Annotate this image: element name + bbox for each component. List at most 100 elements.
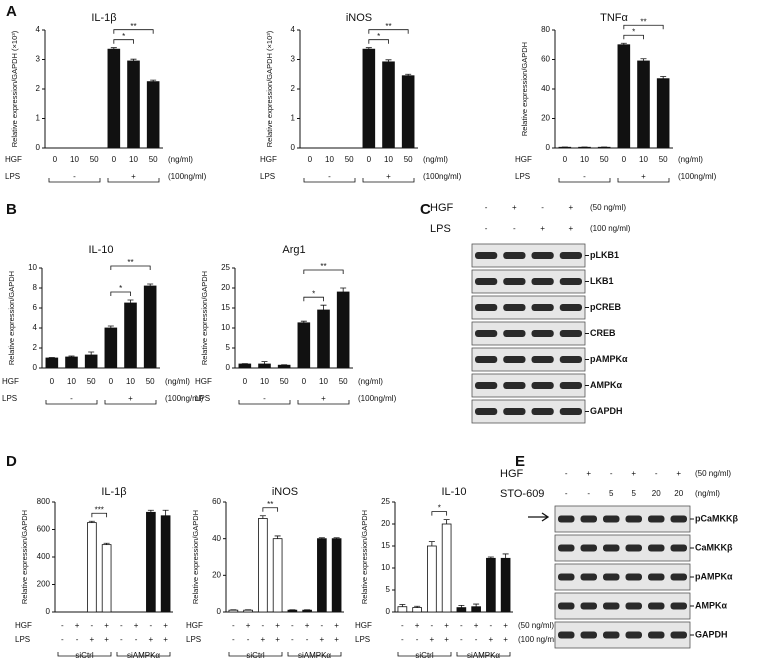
- bar: [637, 60, 650, 149]
- x-category-label: 10: [325, 155, 334, 164]
- chart-title: IL-1β: [101, 486, 126, 498]
- group-label: siCtrl: [246, 651, 264, 660]
- blot-band: [558, 631, 575, 639]
- error-bar: [318, 537, 325, 539]
- bar: [382, 61, 395, 149]
- y-tick-label: 4: [33, 323, 38, 332]
- error-bar: [473, 603, 480, 607]
- lps-label: +: [131, 172, 136, 181]
- blot-row-label: STO-609: [500, 488, 544, 500]
- significance-label: *: [632, 27, 635, 36]
- blot-band: [558, 515, 575, 523]
- significance-label: ***: [95, 505, 104, 514]
- y-tick-label: 800: [37, 497, 51, 506]
- band-label: pCaMKKβ: [695, 513, 738, 523]
- significance-label: *: [438, 504, 441, 513]
- bar: [243, 609, 253, 613]
- blot-band: [475, 252, 498, 259]
- lps-label: -: [76, 635, 79, 644]
- blot-band: [625, 602, 642, 610]
- significance-bracket: [113, 39, 134, 44]
- row-label: HGF: [5, 155, 22, 164]
- arrow: [528, 512, 550, 522]
- error-bar: [660, 76, 667, 79]
- x-category-label: 10: [384, 155, 393, 164]
- significance-bracket: [368, 39, 389, 44]
- x-category-label: 0: [367, 155, 372, 164]
- chart-title: IL-1β: [91, 12, 116, 24]
- lps-label: -: [70, 394, 73, 403]
- bar: [578, 146, 591, 149]
- blot-band: [531, 356, 554, 363]
- lps-label: +: [261, 635, 266, 644]
- bar: [297, 322, 311, 369]
- lane-label: -: [655, 469, 658, 478]
- band-label: pAMPKα: [590, 354, 628, 364]
- y-tick-label: 15: [221, 303, 230, 312]
- bar: [228, 609, 239, 613]
- blot-band: [559, 408, 582, 415]
- x-category-label: -: [150, 621, 153, 630]
- bar: [258, 518, 268, 613]
- blot-band: [648, 573, 665, 581]
- blot-band: [531, 252, 554, 259]
- x-category-label: 50: [339, 377, 348, 386]
- blot-band: [670, 602, 687, 610]
- error-bar: [48, 357, 55, 358]
- y-tick-label: 0: [36, 143, 41, 152]
- x-category-label: +: [415, 621, 420, 630]
- group-label: siAMPKα: [298, 651, 331, 660]
- unit-label: (100ng/ml): [168, 172, 207, 181]
- lps-label: -: [263, 394, 266, 403]
- bar: [441, 523, 452, 613]
- unit-label: (ng/ml): [165, 377, 190, 386]
- blot-band: [475, 304, 498, 311]
- unit-label: (100ng/ml): [423, 172, 462, 181]
- error-bar: [620, 42, 627, 45]
- error-bar: [458, 605, 465, 608]
- lps-label: +: [320, 635, 325, 644]
- unit-label: (ng/ml): [695, 489, 720, 498]
- y-axis-label: Relative expression/GAPDH: [191, 510, 200, 604]
- y-tick-label: 40: [541, 84, 550, 93]
- lane-label: +: [569, 203, 574, 212]
- error-bar: [147, 283, 154, 286]
- bar: [65, 356, 78, 369]
- error-bar: [399, 604, 406, 607]
- group-bracket: [303, 178, 356, 183]
- x-category-label: -: [291, 621, 294, 630]
- x-category-label: -: [431, 621, 434, 630]
- lane-label: 20: [652, 489, 661, 498]
- lps-label: +: [386, 172, 391, 181]
- lps-label: -: [416, 635, 419, 644]
- lps-label: -: [247, 635, 250, 644]
- group-bracket: [362, 178, 415, 183]
- lane-label: +: [631, 469, 636, 478]
- error-bar: [88, 351, 95, 355]
- lane-label: +: [512, 203, 517, 212]
- error-bar: [150, 79, 157, 82]
- group-bracket: [558, 178, 611, 183]
- lane-label: 20: [674, 489, 683, 498]
- lps-label: -: [73, 172, 76, 181]
- x-category-label: 10: [260, 377, 269, 386]
- significance-bracket: [431, 511, 448, 516]
- lps-label: +: [489, 635, 494, 644]
- lane-label: -: [610, 469, 613, 478]
- bar: [87, 522, 97, 613]
- blot-band: [475, 382, 498, 389]
- blot-band: [580, 573, 597, 581]
- row-label: HGF: [195, 377, 212, 386]
- error-bar: [107, 325, 114, 328]
- band-label: GAPDH: [695, 629, 728, 639]
- significance-label: **: [267, 500, 273, 509]
- group-bracket: [57, 652, 112, 657]
- bar: [656, 78, 670, 149]
- lps-label: +: [128, 394, 133, 403]
- blot-band: [503, 330, 526, 337]
- x-category-label: -: [401, 621, 404, 630]
- x-category-label: 0: [563, 155, 568, 164]
- x-category-label: +: [163, 621, 168, 630]
- row-label: HGF: [515, 155, 532, 164]
- x-category-label: +: [474, 621, 479, 630]
